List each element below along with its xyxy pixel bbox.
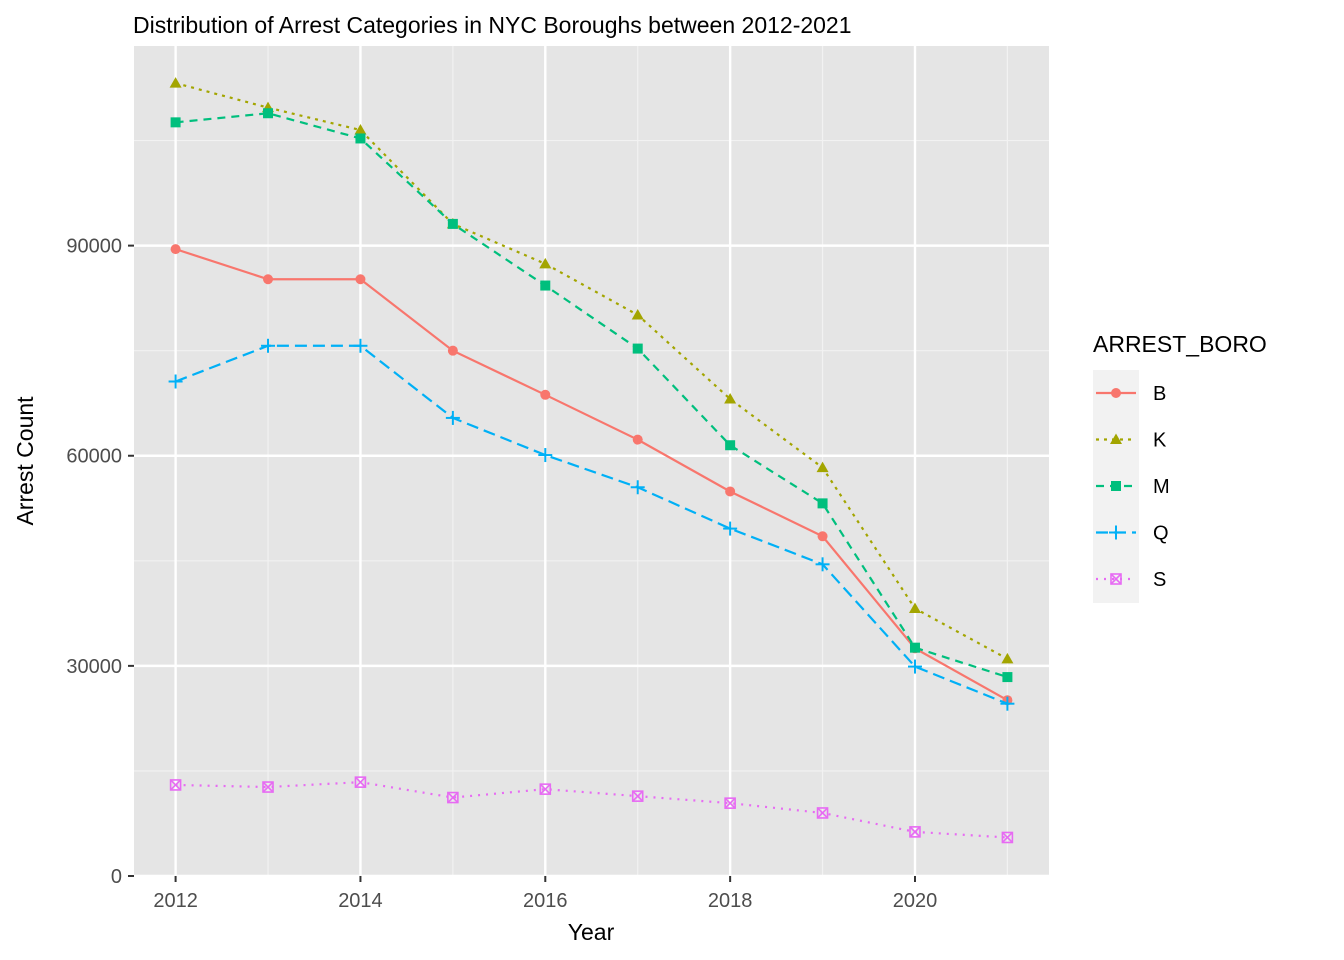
data-point-Q xyxy=(630,480,645,495)
series-B xyxy=(170,244,1013,706)
major-gridlines xyxy=(134,46,1049,878)
data-point-S xyxy=(539,783,552,795)
data-point-M xyxy=(355,133,366,144)
data-point-Q xyxy=(538,448,553,463)
data-point-Q xyxy=(815,557,830,572)
data-point-K xyxy=(169,77,182,88)
data-point-S xyxy=(354,776,367,788)
data-point-Q xyxy=(353,338,368,353)
y-tick-label: 90000 xyxy=(66,236,122,258)
legend-key-marker xyxy=(1109,525,1123,540)
legend-item-S: S xyxy=(1096,569,1166,591)
plot-panel xyxy=(134,46,1049,876)
data-point-Q xyxy=(261,338,276,353)
minor-gridlines xyxy=(134,46,1049,876)
axis-ticks: 2012 2014 2016 2018 2020 0 30000 60000 90000 xyxy=(66,236,937,912)
x-tick-label: 2012 xyxy=(153,890,198,912)
legend-item-M: M xyxy=(1096,476,1170,498)
data-point-Q xyxy=(907,659,922,674)
legend-key-marker xyxy=(1111,388,1121,398)
data-point-B xyxy=(355,274,366,285)
data-point-K xyxy=(1001,652,1014,664)
data-point-M xyxy=(817,498,828,509)
y-axis-title: Arrest Count xyxy=(12,396,38,526)
data-point-M xyxy=(263,108,274,119)
data-point-M xyxy=(447,218,458,229)
data-point-B xyxy=(170,244,181,255)
data-point-S xyxy=(169,779,182,791)
x-axis-title: Year xyxy=(568,919,615,945)
data-point-K xyxy=(816,461,829,473)
data-point-B xyxy=(817,531,828,542)
legend-label: B xyxy=(1153,383,1166,405)
data-point-M xyxy=(909,642,920,653)
legend-key-marker xyxy=(1111,481,1121,491)
legend-items: B K M Q S xyxy=(1096,383,1170,591)
series-S xyxy=(169,776,1014,844)
data-point-B xyxy=(632,434,643,445)
chart-title: Distribution of Arrest Categories in NYC… xyxy=(133,12,852,38)
legend-key-marker xyxy=(1110,573,1122,585)
series-line-M xyxy=(175,112,1008,679)
data-point-S xyxy=(816,807,829,819)
data-point-S xyxy=(262,781,274,793)
data-point-K xyxy=(908,602,921,613)
data-point-K xyxy=(539,257,552,269)
series-line-B xyxy=(175,248,1008,702)
data-point-K xyxy=(724,393,737,404)
legend-key-marker xyxy=(1110,433,1122,444)
series-layer xyxy=(168,77,1015,844)
data-point-Q xyxy=(723,521,738,536)
data-point-S xyxy=(1001,831,1014,844)
data-point-K xyxy=(354,124,367,135)
x-tick-label: 2018 xyxy=(708,890,753,912)
series-Q xyxy=(168,338,1015,711)
legend-label: Q xyxy=(1153,523,1169,545)
data-point-S xyxy=(724,797,736,809)
legend-item-Q: Q xyxy=(1096,523,1169,545)
data-point-S xyxy=(447,791,459,804)
data-point-Q xyxy=(168,374,183,389)
data-point-Q xyxy=(445,410,460,425)
x-tick-label: 2016 xyxy=(523,890,568,912)
legend-label: K xyxy=(1153,430,1167,452)
y-tick-label: 30000 xyxy=(66,656,122,678)
data-point-S xyxy=(909,826,921,838)
x-tick-label: 2014 xyxy=(338,890,383,912)
data-point-M xyxy=(540,280,551,291)
y-tick-label: 60000 xyxy=(66,446,122,468)
series-line-Q xyxy=(175,344,1008,705)
data-point-K xyxy=(631,308,644,320)
data-point-M xyxy=(632,343,643,354)
legend-label: S xyxy=(1153,569,1166,591)
data-point-M xyxy=(1002,672,1013,683)
legend: ARREST_BORO B K M Q S xyxy=(1093,331,1267,603)
data-point-S xyxy=(631,790,644,802)
x-tick-label: 2020 xyxy=(893,890,938,912)
legend-title: ARREST_BORO xyxy=(1093,331,1267,357)
series-M xyxy=(170,108,1013,683)
legend-item-K: K xyxy=(1096,430,1167,452)
y-tick-label: 0 xyxy=(111,866,122,888)
data-point-M xyxy=(725,440,736,451)
data-point-B xyxy=(447,345,458,356)
data-point-B xyxy=(263,274,274,285)
data-point-B xyxy=(725,486,736,497)
legend-item-B: B xyxy=(1096,383,1166,405)
series-line-S xyxy=(175,781,1008,839)
data-point-M xyxy=(170,117,181,128)
data-point-Q xyxy=(1000,696,1015,711)
legend-label: M xyxy=(1153,476,1170,498)
data-point-B xyxy=(540,389,551,400)
